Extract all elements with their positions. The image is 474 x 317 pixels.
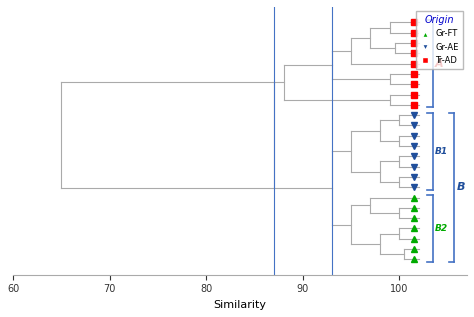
X-axis label: Similarity: Similarity: [214, 300, 266, 310]
Legend: Gr-FT, Gr-AE, Tr-AD: Gr-FT, Gr-AE, Tr-AD: [416, 11, 463, 69]
Text: A: A: [435, 59, 444, 68]
Text: B2: B2: [435, 224, 448, 233]
Text: B1: B1: [435, 147, 448, 156]
Text: B: B: [456, 182, 465, 192]
